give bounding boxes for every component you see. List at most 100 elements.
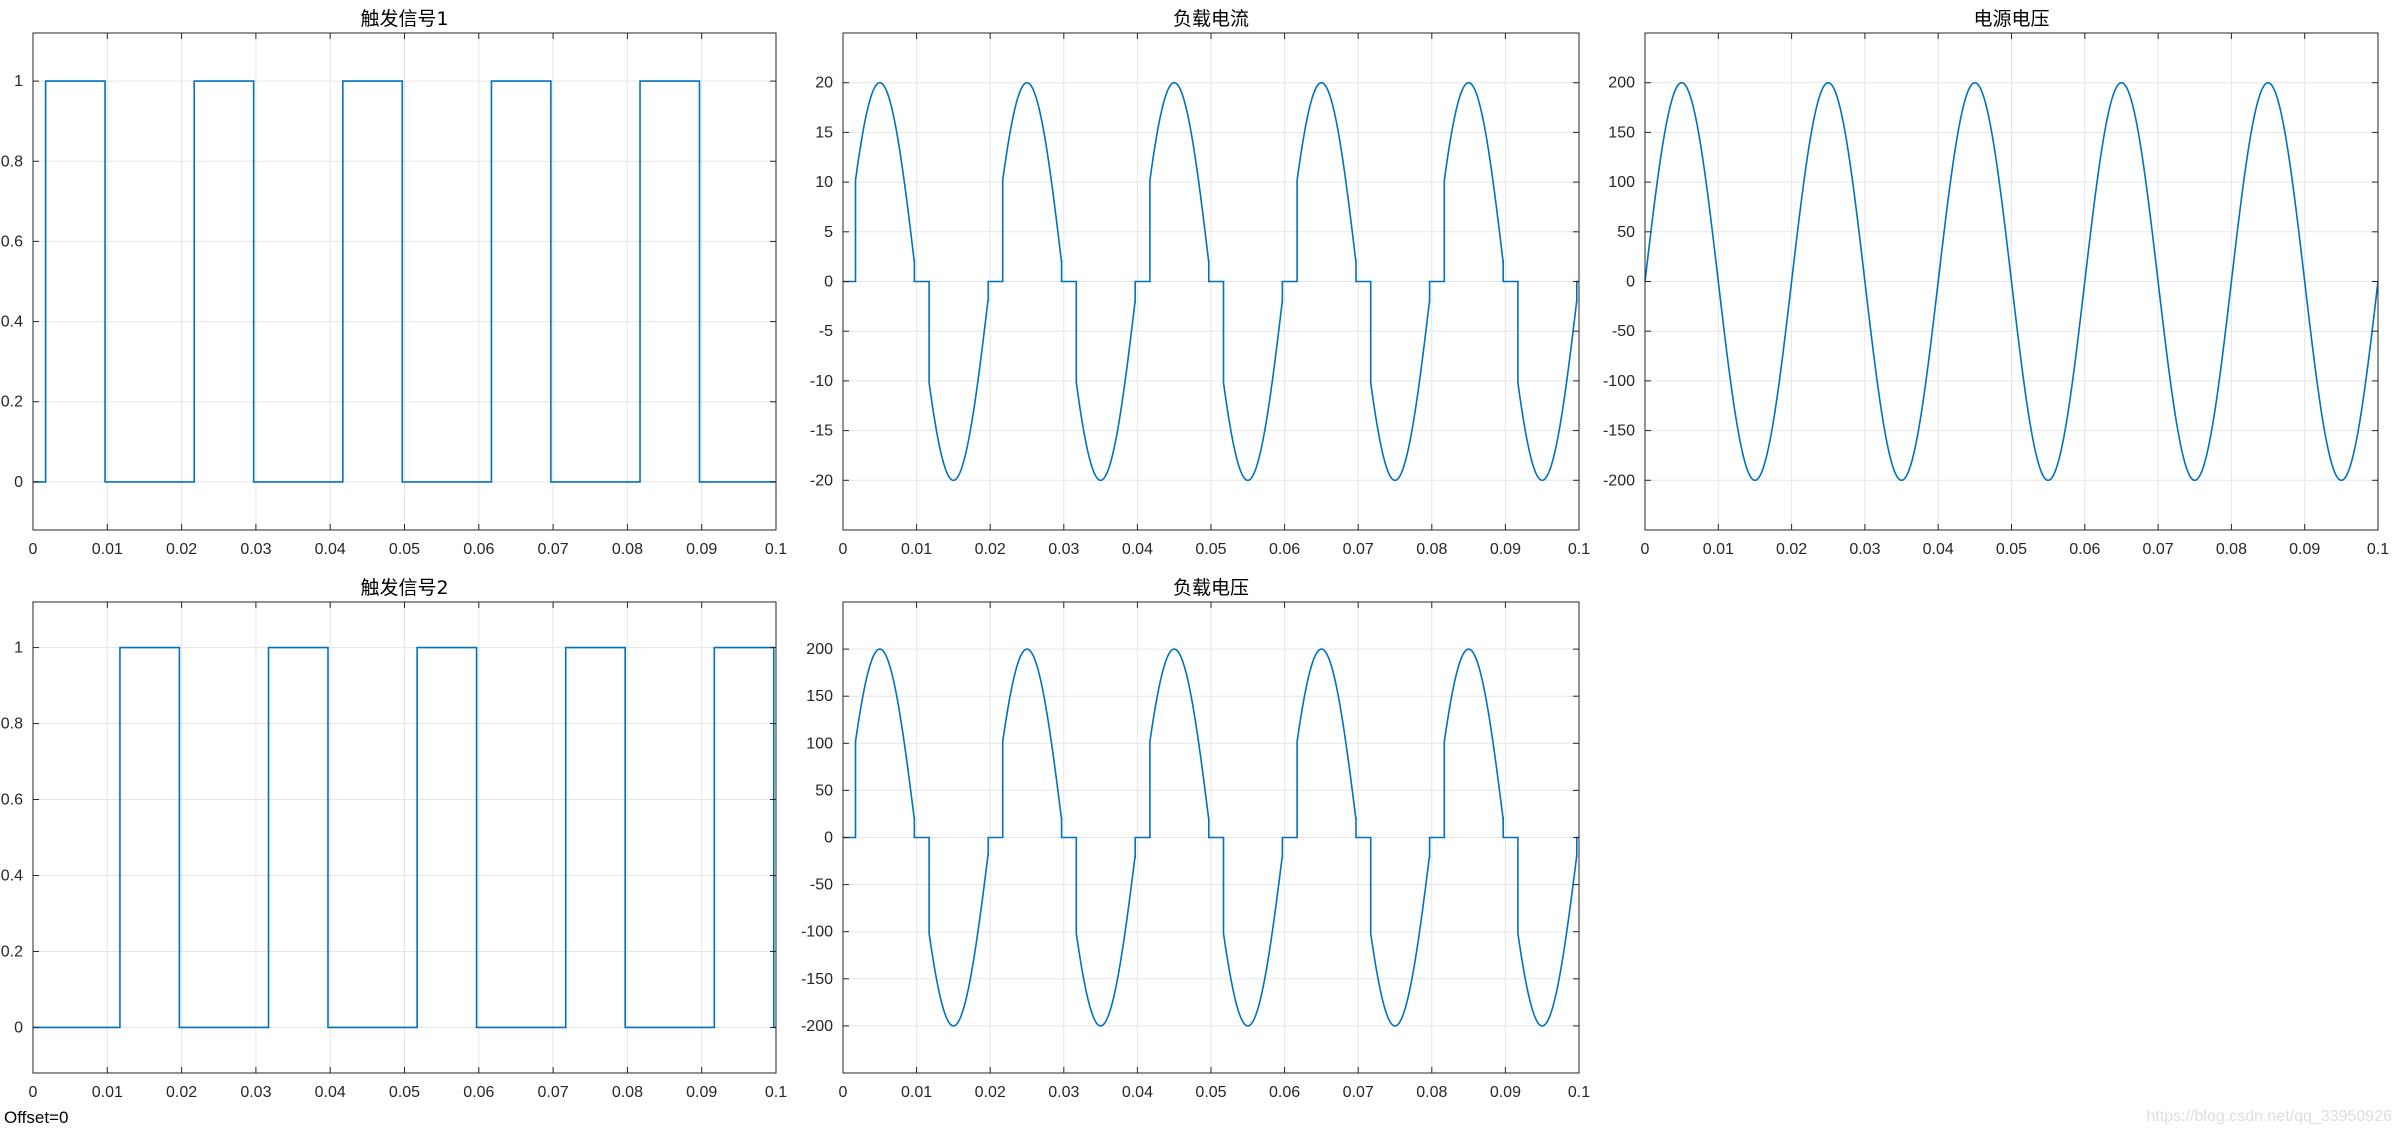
y-tick-label: 0.2 [1,394,23,411]
y-tick-label: -100 [801,924,833,941]
x-tick-label: 0.04 [315,1084,346,1101]
x-tick-label: 0.08 [2216,541,2247,558]
y-tick-label: 0 [14,474,23,491]
y-tick-label: 100 [806,735,833,752]
x-tick-label: 0.01 [92,541,123,558]
x-tick-label: 0.05 [389,1084,420,1101]
x-tick-label: 0.09 [686,541,717,558]
x-tick-label: 0.1 [1568,541,1590,558]
x-tick-label: 0.08 [612,1084,643,1101]
x-tick-label: 0.05 [1195,541,1226,558]
x-tick-label: 0.02 [166,541,197,558]
x-tick-label: 0.08 [612,541,643,558]
x-tick-label: 0.04 [1122,1084,1153,1101]
y-tick-label: 200 [806,641,833,658]
y-tick-label: -20 [810,472,833,489]
x-tick-label: 0.03 [1048,541,1079,558]
x-tick-label: 0.07 [2143,541,2174,558]
series-line [33,80,776,483]
y-tick-label: 5 [824,224,833,241]
y-tick-label: 20 [815,75,833,92]
chart-trigger1: 0 0.01 0.02 0.03 0.04 0.05 0.06 0.07 0.08 0.09 0.1… [1,8,787,558]
series-line [1644,81,2379,482]
y-tick-label: 0.8 [1,153,23,170]
x-tick-label: 0.01 [1703,541,1734,558]
x-tick-label: 0.03 [1048,1084,1079,1101]
chart-trigger2: 0 0.01 0.02 0.03 0.04 0.05 0.06 0.07 0.08 0.09 0.1… [1,577,787,1101]
x-tick-label: 0.1 [2367,541,2389,558]
y-tick-label: -150 [801,971,833,988]
x-tick-label: 0.02 [166,1084,197,1101]
y-tick-label: 150 [806,688,833,705]
y-tick-label: 0 [824,830,833,847]
y-tick-label: -150 [1603,423,1635,440]
x-tick-label: 0.08 [1416,541,1447,558]
x-tick-label: 0.09 [1490,1084,1521,1101]
y-tick-label: 0.6 [1,233,23,250]
x-tick-label: 0.08 [1416,1084,1447,1101]
chart-title: 触发信号2 [360,577,448,599]
series-line [843,648,1579,1027]
x-tick-label: 0.01 [901,1084,932,1101]
x-tick-label: 0.09 [2289,541,2320,558]
watermark-text: https://blog.csdn.net/qq_33950926 [2146,1108,2392,1125]
y-tick-label: -200 [1603,472,1635,489]
chart-title: 负载电流 [1173,8,1249,30]
x-tick-label: 0.05 [1195,1084,1226,1101]
y-tick-label: 0.8 [1,716,23,733]
y-tick-label: -100 [1603,373,1635,390]
y-tick-label: 1 [14,73,23,90]
x-tick-label: 0.02 [975,1084,1006,1101]
x-tick-label: 0.1 [765,541,787,558]
y-tick-label: 1 [14,640,23,657]
x-tick-label: 0.07 [1343,1084,1374,1101]
x-tick-label: 0.07 [538,1084,569,1101]
x-tick-label: 0.09 [686,1084,717,1101]
offset-label: Offset=0 [4,1108,69,1127]
x-tick-label: 0.07 [538,541,569,558]
y-tick-label: -5 [819,323,833,340]
chart-load-voltage: 0 0.01 0.02 0.03 0.04 0.05 0.06 0.07 0.08 0.09 0.1… [801,577,1590,1101]
x-tick-label: 0.1 [765,1084,787,1101]
chart-load-current: 0 0.01 0.02 0.03 0.04 0.05 0.06 0.07 0.08 0.09 0.1… [810,8,1590,558]
y-tick-label: -15 [810,423,833,440]
y-tick-label: 200 [1608,75,1635,92]
x-tick-label: 0.05 [1996,541,2027,558]
x-tick-label: 0.02 [1776,541,1807,558]
x-tick-label: 0 [1641,541,1650,558]
y-tick-label: -50 [1612,323,1635,340]
x-tick-label: 0 [29,541,38,558]
y-tick-label: 0.2 [1,943,23,960]
chart-title: 负载电压 [1173,577,1249,599]
x-tick-label: 0 [29,1084,38,1101]
x-tick-label: 0.05 [389,541,420,558]
y-tick-label: 0.4 [1,867,23,884]
x-tick-label: 0.06 [463,541,494,558]
y-tick-label: 0.6 [1,792,23,809]
x-tick-label: 0.03 [1849,541,1880,558]
y-tick-label: 0 [14,1019,23,1036]
series-line [843,81,1579,482]
x-tick-label: 0.03 [240,1084,271,1101]
chart-title: 触发信号1 [360,8,448,30]
x-tick-label: 0.09 [1490,541,1521,558]
y-tick-label: -200 [801,1018,833,1035]
x-tick-label: 0.02 [975,541,1006,558]
x-tick-label: 0.01 [92,1084,123,1101]
chart-source-voltage: 0 0.01 0.02 0.03 0.04 0.05 0.06 0.07 0.08 0.09 0.1… [1603,8,2389,558]
y-tick-label: 0 [824,274,833,291]
x-tick-label: 0.06 [1269,541,1300,558]
x-tick-label: 0.04 [1923,541,1954,558]
x-tick-label: 0.01 [901,541,932,558]
x-tick-label: 0.07 [1343,541,1374,558]
chart-title: 电源电压 [1973,8,2049,30]
y-tick-label: 0 [1626,274,1635,291]
y-tick-label: 15 [815,124,833,141]
x-tick-label: 0.1 [1568,1084,1590,1101]
x-tick-label: 0 [839,541,848,558]
y-tick-label: 50 [1617,224,1635,241]
x-tick-label: 0.04 [1122,541,1153,558]
series-line [33,646,776,1029]
x-tick-label: 0.04 [315,541,346,558]
